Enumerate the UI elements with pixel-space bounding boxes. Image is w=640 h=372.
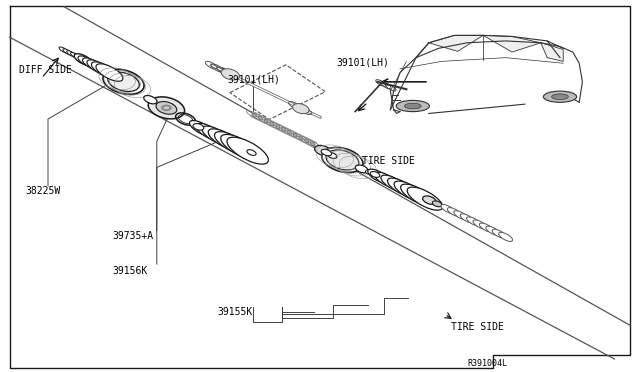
Ellipse shape (447, 208, 461, 217)
Ellipse shape (156, 102, 177, 114)
Ellipse shape (552, 94, 568, 100)
Ellipse shape (543, 91, 577, 102)
Ellipse shape (454, 211, 468, 220)
Ellipse shape (202, 126, 232, 145)
Ellipse shape (441, 205, 455, 214)
Ellipse shape (144, 96, 157, 104)
Ellipse shape (70, 52, 81, 59)
Ellipse shape (67, 51, 77, 57)
Ellipse shape (394, 181, 425, 201)
Ellipse shape (193, 124, 204, 130)
Ellipse shape (221, 134, 259, 160)
Ellipse shape (247, 150, 256, 155)
Ellipse shape (368, 169, 390, 183)
Ellipse shape (396, 100, 429, 112)
Ellipse shape (355, 165, 368, 173)
Ellipse shape (407, 187, 443, 210)
Bar (230, 65, 325, 119)
Ellipse shape (499, 232, 513, 241)
Text: 39155K: 39155K (218, 307, 253, 317)
Ellipse shape (486, 226, 500, 235)
Ellipse shape (460, 214, 474, 223)
Ellipse shape (208, 129, 241, 150)
Ellipse shape (326, 150, 359, 170)
Ellipse shape (63, 49, 73, 55)
Ellipse shape (387, 178, 417, 197)
Polygon shape (483, 35, 541, 52)
Ellipse shape (365, 170, 373, 174)
Ellipse shape (359, 167, 367, 173)
Ellipse shape (381, 175, 408, 192)
Ellipse shape (328, 153, 337, 158)
Ellipse shape (422, 196, 436, 204)
Ellipse shape (424, 198, 431, 203)
Ellipse shape (473, 220, 487, 229)
Text: 38225W: 38225W (26, 186, 61, 196)
Ellipse shape (189, 121, 214, 136)
Polygon shape (541, 43, 563, 61)
Ellipse shape (214, 132, 250, 155)
Ellipse shape (492, 229, 506, 238)
Ellipse shape (74, 54, 92, 65)
Ellipse shape (59, 47, 69, 54)
Ellipse shape (467, 217, 481, 226)
Ellipse shape (148, 97, 184, 119)
Ellipse shape (315, 145, 332, 156)
Ellipse shape (196, 123, 223, 141)
Ellipse shape (404, 103, 421, 109)
Ellipse shape (96, 64, 123, 81)
Ellipse shape (479, 223, 493, 232)
Ellipse shape (371, 171, 380, 177)
Ellipse shape (292, 104, 309, 113)
Ellipse shape (433, 201, 442, 207)
Ellipse shape (321, 149, 332, 156)
Ellipse shape (78, 56, 95, 67)
Ellipse shape (103, 69, 144, 94)
Text: R391004L: R391004L (467, 359, 507, 368)
Polygon shape (429, 35, 483, 51)
Text: 39156K: 39156K (112, 266, 147, 276)
Ellipse shape (401, 184, 434, 206)
Ellipse shape (92, 62, 116, 78)
Text: DIFF SIDE: DIFF SIDE (19, 65, 72, 75)
Ellipse shape (322, 147, 363, 173)
Ellipse shape (221, 69, 239, 80)
Ellipse shape (87, 60, 109, 74)
Ellipse shape (108, 72, 140, 92)
Ellipse shape (83, 58, 102, 70)
Text: 39735+A: 39735+A (112, 231, 153, 241)
Text: TIRE SIDE: TIRE SIDE (451, 322, 504, 332)
Ellipse shape (374, 172, 399, 188)
Ellipse shape (227, 137, 268, 164)
Text: TIRE SIDE: TIRE SIDE (362, 156, 415, 166)
Text: 39101(LH): 39101(LH) (227, 74, 280, 84)
Text: 39101(LH): 39101(LH) (336, 58, 389, 68)
